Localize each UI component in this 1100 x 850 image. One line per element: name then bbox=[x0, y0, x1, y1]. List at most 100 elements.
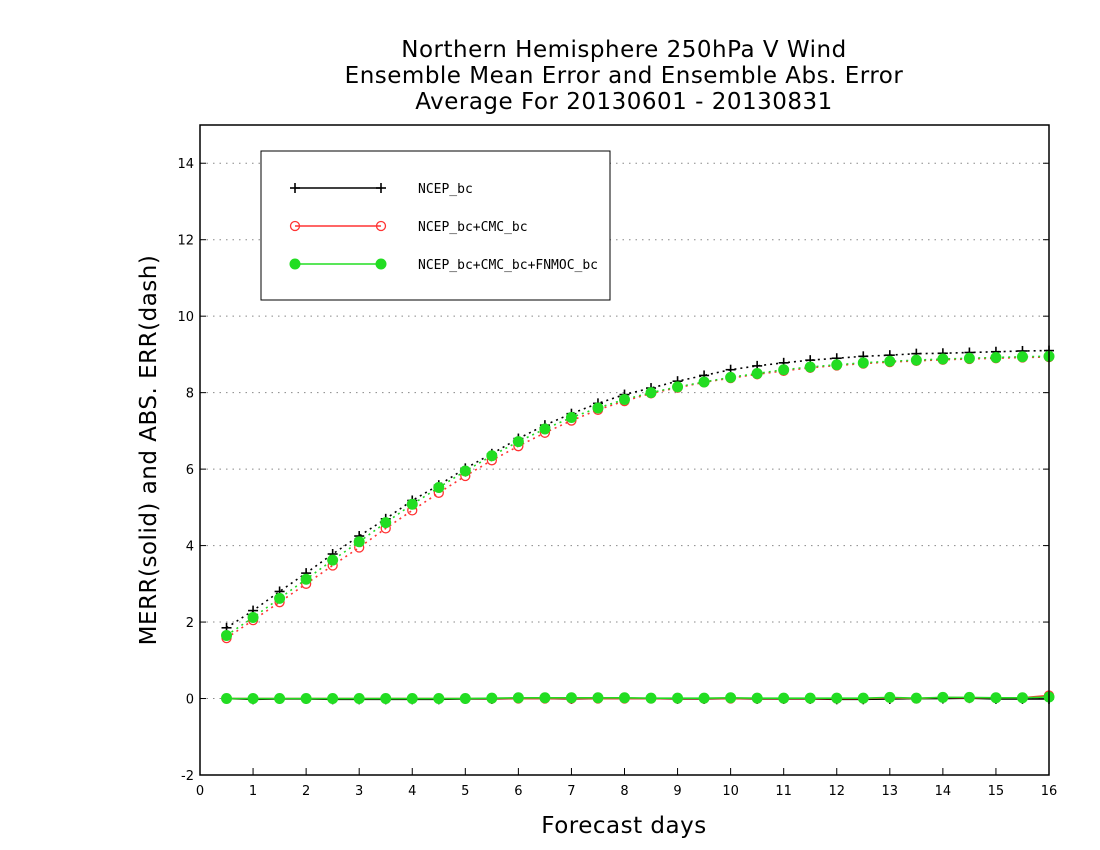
series-2-mean-point-5 bbox=[353, 693, 365, 705]
chart-title-line-2: Ensemble Mean Error and Ensemble Abs. Er… bbox=[344, 63, 904, 89]
y-tick-label-8: 14 bbox=[177, 157, 194, 172]
series-2-mean-point-0 bbox=[221, 693, 233, 705]
series-2-abs-point-11 bbox=[512, 436, 524, 448]
x-tick-label-12: 12 bbox=[828, 784, 845, 799]
legend-label-1: NCEP_bc+CMC_bc bbox=[418, 220, 528, 235]
x-tick-label-0: 0 bbox=[196, 784, 204, 799]
series-2-abs-point-27 bbox=[937, 353, 949, 365]
series-2-abs-point-26 bbox=[910, 354, 922, 366]
series-0 bbox=[221, 345, 1054, 705]
series-2-abs-point-3 bbox=[300, 573, 312, 585]
x-tick-label-2: 2 bbox=[302, 784, 310, 799]
series-2-abs-point-0 bbox=[221, 629, 233, 641]
plot-frame bbox=[199, 124, 1050, 776]
series-2-mean-point-21 bbox=[778, 692, 790, 704]
y-tick-label-7: 12 bbox=[177, 234, 194, 249]
y-tick-label-6: 10 bbox=[177, 310, 194, 325]
series-2-mean-err-line bbox=[226, 696, 1050, 700]
series-2-abs-point-22 bbox=[804, 361, 816, 373]
x-tick-label-11: 11 bbox=[775, 784, 792, 799]
y-tick-label-2: 2 bbox=[186, 616, 194, 631]
series-2-abs-point-6 bbox=[380, 517, 392, 529]
x-tick-label-5: 5 bbox=[461, 784, 469, 799]
x-tick-label-9: 9 bbox=[673, 784, 681, 799]
legend-label-0: NCEP_bc bbox=[418, 182, 473, 197]
series-2-mean-point-29 bbox=[990, 692, 1002, 704]
series-2-abs-point-24 bbox=[857, 357, 869, 369]
series-2-abs-point-30 bbox=[1016, 351, 1028, 363]
series-2-mean-point-16 bbox=[645, 692, 657, 704]
series-2-abs-point-9 bbox=[459, 465, 471, 477]
series-2-abs-point-20 bbox=[751, 368, 763, 380]
series-2-abs-point-13 bbox=[565, 412, 577, 423]
legend-entry-2: NCEP_bc+CMC_bc+FNMOC_bc bbox=[289, 258, 598, 273]
series-2-mean-point-20 bbox=[751, 692, 763, 704]
series-2-abs-point-23 bbox=[831, 359, 843, 371]
legend-marker-left-1 bbox=[289, 220, 301, 232]
series-2-abs-point-2 bbox=[274, 592, 286, 604]
legend-marker-right-0 bbox=[376, 183, 386, 193]
series-2-mean-point-26 bbox=[910, 692, 922, 704]
series-1-abs-err-line bbox=[226, 356, 1050, 639]
x-axis-label: Forecast days bbox=[541, 813, 706, 839]
y-tick-label-0: -2 bbox=[181, 769, 194, 784]
series-2-mean-point-18 bbox=[698, 692, 710, 704]
series-2-mean-point-2 bbox=[274, 693, 286, 705]
series-2-mean-point-10 bbox=[486, 692, 498, 704]
x-tick-label-10: 10 bbox=[722, 784, 739, 799]
y-tick-label-5: 8 bbox=[186, 387, 194, 402]
x-tick-label-13: 13 bbox=[882, 784, 899, 799]
series-2-mean-point-3 bbox=[300, 693, 312, 705]
x-tick-label-6: 6 bbox=[514, 784, 522, 799]
chart-title-line-3: Average For 20130601 - 20130831 bbox=[415, 89, 833, 115]
legend-marker-right-2 bbox=[375, 258, 387, 270]
series-2-abs-point-17 bbox=[672, 381, 684, 393]
series-2-mean-point-30 bbox=[1016, 692, 1028, 704]
series-2-mean-point-6 bbox=[380, 693, 392, 705]
series-2-abs-point-1 bbox=[247, 611, 259, 623]
series-2-mean-point-7 bbox=[406, 693, 418, 705]
series-2 bbox=[221, 350, 1055, 705]
y-tick-label-1: 0 bbox=[186, 693, 194, 708]
series-2-abs-point-7 bbox=[406, 498, 418, 510]
series-2-mean-point-23 bbox=[831, 692, 843, 704]
series-2-abs-point-4 bbox=[327, 554, 339, 566]
series-2-mean-point-24 bbox=[857, 692, 869, 704]
y-axis-label: MERR(solid) and ABS. ERR(dash) bbox=[136, 255, 162, 646]
series-2-abs-point-10 bbox=[486, 450, 498, 462]
chart-title-line-1: Northern Hemisphere 250hPa V Wind bbox=[401, 37, 847, 63]
series-2-abs-point-29 bbox=[990, 351, 1002, 363]
series-layer bbox=[221, 345, 1055, 705]
series-1 bbox=[221, 351, 1055, 704]
series-2-abs-point-16 bbox=[645, 387, 657, 399]
series-2-mean-point-11 bbox=[512, 692, 524, 704]
series-2-abs-point-8 bbox=[433, 481, 445, 493]
series-2-abs-point-12 bbox=[539, 423, 551, 435]
series-2-mean-point-8 bbox=[433, 693, 445, 705]
legend-label-2: NCEP_bc+CMC_bc+FNMOC_bc bbox=[418, 258, 598, 273]
legend-marker-left-2 bbox=[289, 258, 301, 270]
series-2-abs-point-5 bbox=[353, 536, 365, 548]
series-2-abs-point-14 bbox=[592, 402, 604, 414]
x-tick-label-1: 1 bbox=[249, 784, 257, 799]
series-2-abs-point-18 bbox=[698, 376, 710, 388]
series-2-mean-point-25 bbox=[884, 691, 896, 703]
series-2-abs-point-15 bbox=[619, 394, 630, 406]
series-2-mean-point-1 bbox=[247, 693, 259, 705]
series-2-mean-point-15 bbox=[619, 692, 630, 704]
series-2-mean-point-4 bbox=[327, 693, 339, 705]
legend: NCEP_bc NCEP_bc+CMC_bc NCEP_bc+CMC_bc+FNMO… bbox=[260, 150, 611, 301]
series-2-mean-point-17 bbox=[672, 692, 684, 704]
x-tick-label-7: 7 bbox=[567, 784, 575, 799]
series-2-abs-point-21 bbox=[778, 364, 790, 376]
series-2-mean-point-14 bbox=[592, 692, 604, 704]
series-2-abs-point-19 bbox=[725, 371, 737, 383]
series-2-mean-point-28 bbox=[963, 691, 975, 703]
x-tick-label-15: 15 bbox=[988, 784, 1005, 799]
x-tick-label-4: 4 bbox=[408, 784, 416, 799]
series-2-mean-point-12 bbox=[539, 692, 551, 704]
legend-entry-1: NCEP_bc+CMC_bc bbox=[289, 220, 528, 235]
y-tick-label-3: 4 bbox=[186, 540, 194, 555]
